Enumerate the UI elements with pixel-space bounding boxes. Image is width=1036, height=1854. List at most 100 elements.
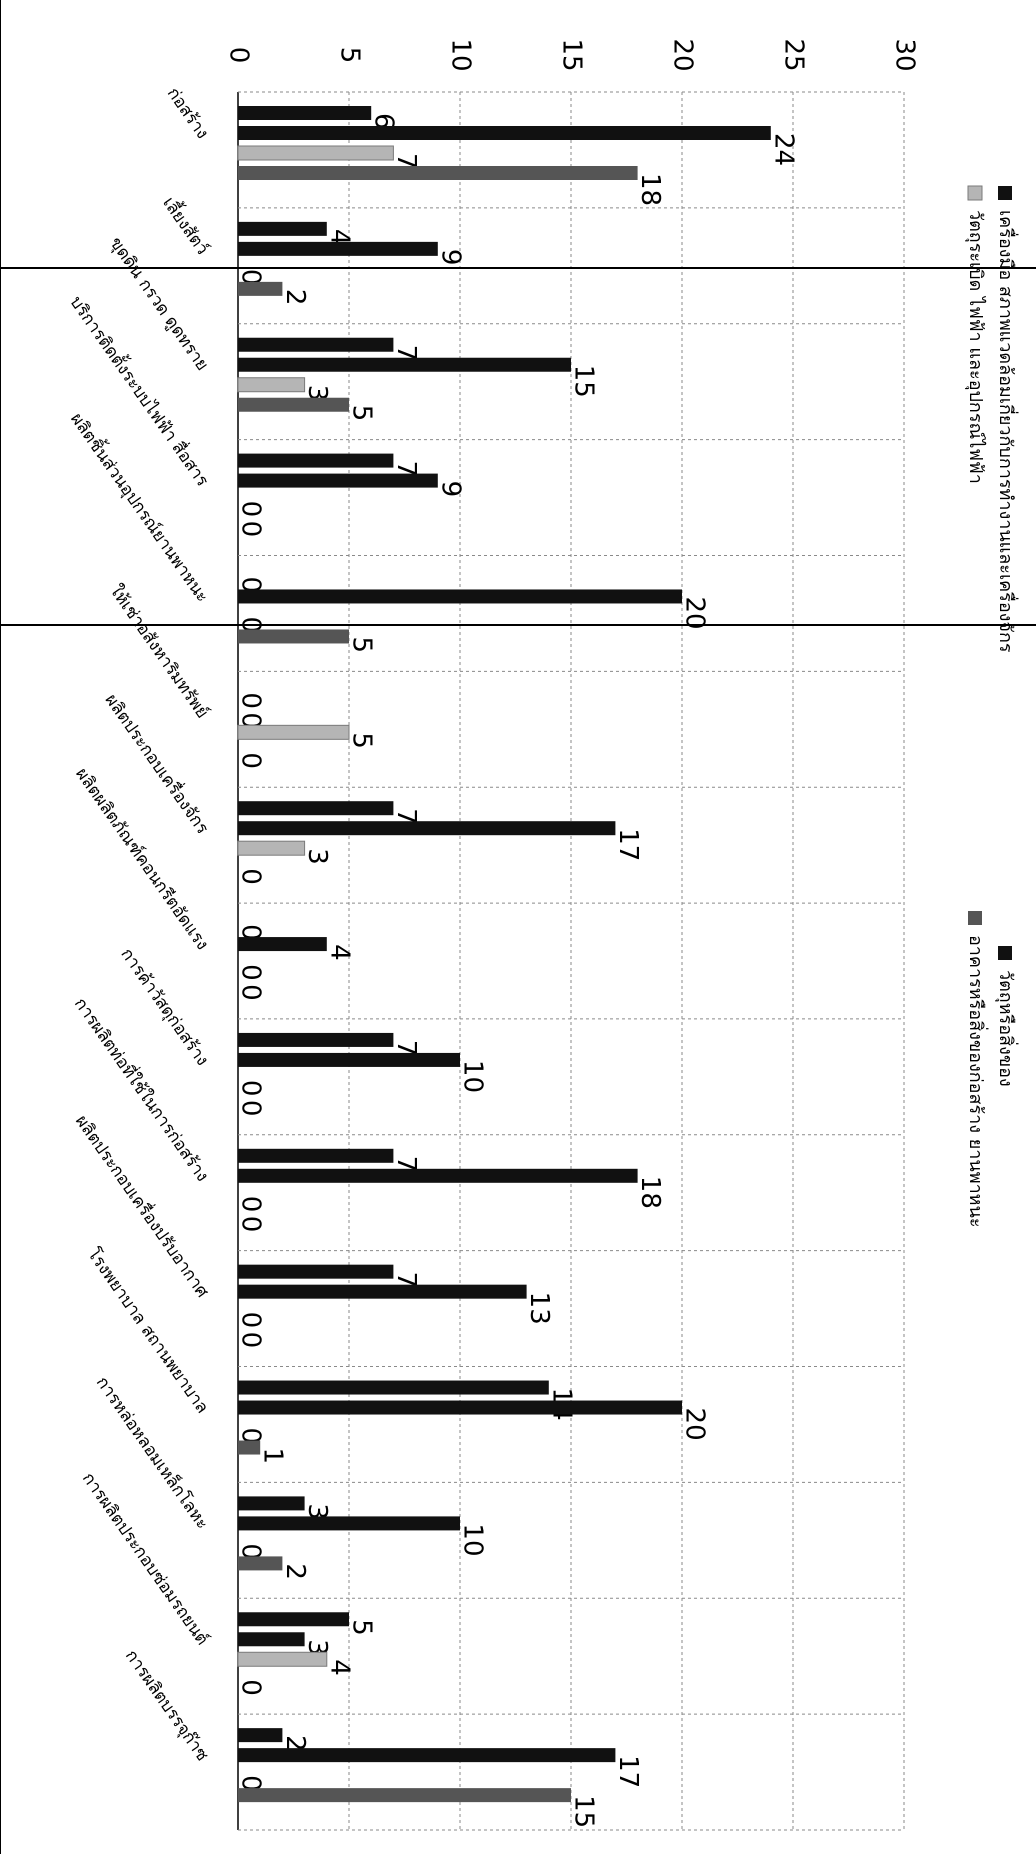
data-label: 2 [280,1563,310,1580]
data-label: 3 [302,1503,332,1520]
data-label: 0 [236,984,266,1001]
category-label: ผลิตประกอบเครื่องปรับอากาศ [71,1110,215,1302]
tick-label: 20 [668,38,698,71]
bar [238,589,682,604]
data-label: 9 [435,481,465,498]
bar [238,1632,305,1647]
data-label: 0 [236,712,266,729]
data-label: 3 [302,848,332,865]
data-label: 0 [236,1775,266,1792]
bar [238,1728,283,1743]
category-label: เลี้ยงสัตว์ [158,192,214,259]
tick-label: 5 [335,47,365,64]
data-label: 0 [236,964,266,981]
bar [238,1052,460,1067]
bar [238,1400,682,1415]
data-label: 0 [236,576,266,593]
data-label: 17 [613,828,643,861]
bar [237,840,306,856]
bar [238,1556,283,1571]
data-label: 7 [391,461,421,478]
data-label: 4 [324,1659,354,1676]
data-label: 0 [236,1312,266,1329]
data-label: 3 [302,1639,332,1656]
data-label: 0 [236,521,266,538]
category-label: ผลิตผลิตภัณฑ์คอนกรีตอัดแรง [71,764,212,953]
data-label: 18 [635,173,665,206]
data-label: 4 [324,944,354,961]
data-label: 20 [680,1408,710,1441]
bar [238,397,349,412]
data-label: 13 [524,1292,554,1325]
data-label: 3 [302,385,332,402]
data-label: 15 [569,1795,599,1828]
bar [238,1284,527,1299]
data-label: 18 [635,1176,665,1209]
bar [238,937,327,952]
data-label: 5 [347,636,377,653]
bar [238,221,327,236]
bar [238,629,349,644]
tick-label: 15 [557,38,587,71]
legend-label: วัตถุหรือสิ่งของ [995,970,1019,1087]
data-label: 0 [236,692,266,709]
bar [237,724,350,740]
data-label: 0 [236,752,266,769]
data-label: 10 [458,1060,488,1093]
data-label: 24 [768,133,798,166]
category-label: ผลิตชิ้นส่วนอุปกรณ์ยานพาหนะ [66,408,215,606]
bar [238,1264,394,1279]
bar [238,337,394,352]
legend-label: วัตถุระเบิด ไฟฟ้า และอุปกรณ์ไฟฟ้า [965,210,987,484]
tick-label: 25 [779,38,809,71]
bar [237,1651,328,1667]
bar [238,1148,394,1163]
bar [238,1516,460,1531]
bar [237,145,394,161]
bar [238,1440,261,1455]
data-label: 0 [236,1196,266,1213]
data-label: 0 [236,924,266,941]
data-label: 7 [391,153,421,170]
data-label: 17 [613,1755,643,1788]
tick-label: 10 [446,38,476,71]
bar [238,821,616,836]
bar [238,1612,349,1627]
category-label: ก่อสร้าง [163,84,213,143]
data-label: 15 [569,365,599,398]
data-label: 6 [369,113,399,130]
data-label: 0 [236,1543,266,1560]
bar [238,1380,549,1395]
data-label: 0 [236,1100,266,1117]
bar [238,281,283,296]
data-label: 5 [347,1619,377,1636]
category-label: บริการติดตั้งระบบไฟฟ้า สื่อสาร [65,291,214,490]
data-label: 2 [280,289,310,306]
bar [238,357,571,372]
data-label: 5 [347,732,377,749]
legend-label: อาคารหรือสิ่งของก่อสร้าง ยานพาหนะ [965,935,989,1228]
data-label: 2 [280,1735,310,1752]
data-label: 0 [236,269,266,286]
data-label: 1 [258,1448,288,1465]
bar [238,1168,638,1183]
data-label: 7 [391,1272,421,1289]
data-label: 0 [236,1080,266,1097]
bar [238,801,394,816]
data-label: 0 [236,1428,266,1445]
data-label: 5 [347,405,377,422]
bar [238,1748,616,1763]
bar [238,1788,571,1803]
category-label: การผลิตท่อที่ใช้ในการก่อสร้าง [70,993,215,1186]
data-label: 9 [435,249,465,266]
data-label: 4 [324,229,354,246]
bar [238,106,372,120]
data-label: 0 [236,1216,266,1233]
bar [238,473,438,488]
bar [238,453,394,468]
data-label: 0 [236,868,266,885]
data-label: 7 [391,1040,421,1057]
legend-swatch [967,185,983,201]
